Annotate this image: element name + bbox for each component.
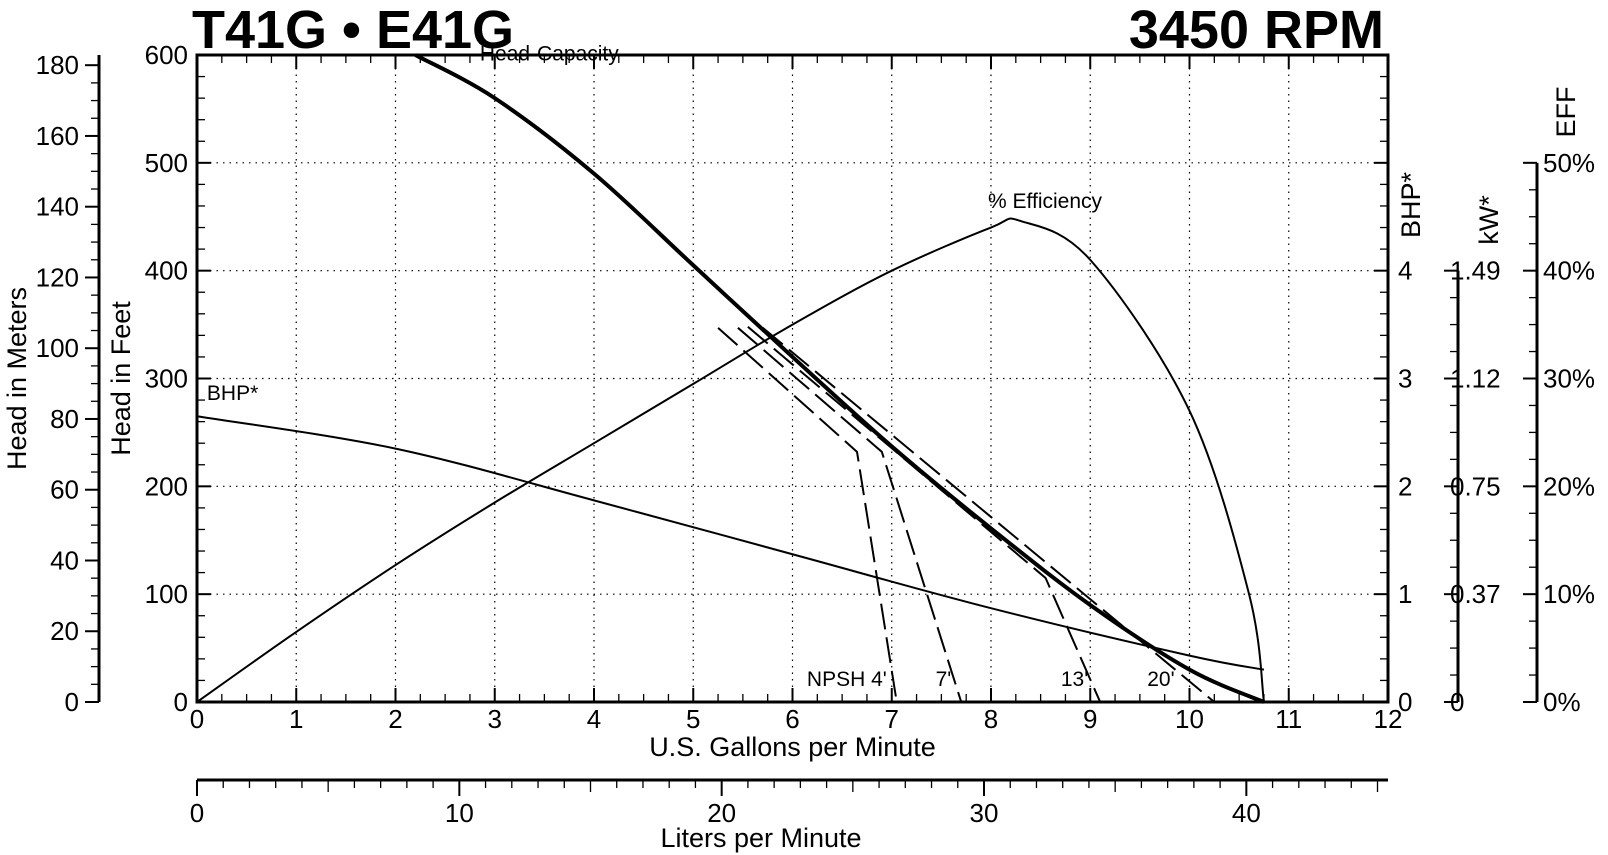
curve-efficiency (196, 217, 1265, 703)
meters-tick-label: 60 (50, 475, 79, 505)
lpm-tick-label: 30 (970, 798, 999, 828)
meters-tick-label: 20 (50, 616, 79, 646)
bhp-tick-label: 3 (1398, 364, 1412, 394)
axes: 0 1 2 3 4 5 6 7 8 9 10 11 12U.S. Gallons per Minute0… (2, 40, 1595, 853)
label-head-capacity: Head-Capacity (480, 42, 619, 65)
curve-npsh-4 (717, 327, 898, 703)
label-npsh-20: 20' (1147, 668, 1174, 691)
x-tick-label: 12 (1374, 704, 1403, 734)
curve-bhp (196, 415, 1265, 671)
meters-tick-label: 0 (65, 687, 79, 717)
x-tick-label: 3 (488, 704, 502, 734)
curve-labels: Head-Capacity % Efficiency BHP* NPSH 4' 7' 13… (207, 42, 1175, 691)
feet-tick-label: 500 (145, 148, 188, 178)
bhp-tick-label: 0 (1398, 687, 1412, 717)
kw-tick-label: 1.49 (1450, 256, 1501, 286)
eff-axis-label: EFF (1551, 87, 1581, 138)
eff-tick-label: 0% (1543, 687, 1581, 717)
x-tick-label: 10 (1175, 704, 1204, 734)
kw-axis-label: kW* (1474, 195, 1504, 245)
feet-tick-label: 0 (174, 687, 188, 717)
kw-tick-label: 0 (1450, 687, 1464, 717)
curves (196, 53, 1265, 704)
meters-tick-label: 140 (36, 192, 79, 222)
x-tick-label: 6 (785, 704, 799, 734)
eff-tick-label: 50% (1543, 148, 1595, 178)
meters-tick-label: 40 (50, 545, 79, 575)
feet-tick-label: 200 (145, 471, 188, 501)
x-tick-label: 7 (885, 704, 899, 734)
curve-head-capacity (414, 53, 1265, 704)
x-tick-label: 4 (587, 704, 601, 734)
kw-tick-label: 1.12 (1450, 364, 1501, 394)
curve-13 (747, 325, 1102, 703)
lpm-axis-label: Liters per Minute (660, 823, 861, 853)
bhp-tick-label: 4 (1398, 256, 1412, 286)
chart-subtitle: 3450 RPM (1129, 0, 1384, 60)
bhp-axis-label: BHP* (1396, 171, 1426, 238)
x-tick-label: 0 (190, 704, 204, 734)
lpm-tick-label: 40 (1232, 798, 1261, 828)
x-tick-label: 8 (984, 704, 998, 734)
lpm-tick-label: 10 (445, 798, 474, 828)
label-efficiency: % Efficiency (988, 190, 1102, 213)
x-axis-label: U.S. Gallons per Minute (649, 732, 936, 762)
label-npsh-13: 13' (1061, 668, 1088, 691)
x-tick-label: 11 (1275, 704, 1302, 734)
x-tick-label: 2 (388, 704, 402, 734)
meters-tick-label: 120 (36, 262, 79, 292)
meters-tick-label: 80 (50, 404, 79, 434)
meters-tick-label: 180 (36, 50, 79, 80)
chart-title: T41G • E41G (192, 0, 514, 60)
feet-axis-label: Head in Feet (106, 301, 136, 456)
eff-tick-label: 30% (1543, 364, 1595, 394)
label-bhp: BHP* (207, 382, 258, 405)
grid (197, 55, 1388, 702)
curve-7 (737, 327, 963, 703)
feet-tick-label: 600 (145, 40, 188, 70)
meters-axis-label: Head in Meters (2, 287, 32, 470)
feet-tick-label: 300 (145, 364, 188, 394)
bhp-tick-label: 2 (1398, 471, 1412, 501)
bhp-tick-label: 1 (1398, 579, 1412, 609)
feet-tick-label: 400 (145, 256, 188, 286)
x-tick-label: 9 (1083, 704, 1097, 734)
lpm-tick-label: 20 (707, 798, 736, 828)
lpm-tick-label: 0 (190, 798, 204, 828)
eff-tick-label: 40% (1543, 256, 1595, 286)
label-npsh-4: NPSH 4' (807, 668, 887, 691)
x-tick-label: 1 (289, 704, 303, 734)
label-npsh-7: 7' (936, 668, 952, 691)
eff-tick-label: 10% (1543, 579, 1595, 609)
x-tick-label: 5 (686, 704, 700, 734)
feet-tick-label: 100 (145, 579, 188, 609)
eff-tick-label: 20% (1543, 471, 1595, 501)
kw-tick-label: 0.75 (1450, 471, 1501, 501)
kw-tick-label: 0.37 (1450, 579, 1501, 609)
curve-20 (762, 327, 1215, 703)
meters-tick-label: 160 (36, 121, 79, 151)
plot-frame (195, 53, 1390, 704)
meters-tick-label: 100 (36, 333, 79, 363)
